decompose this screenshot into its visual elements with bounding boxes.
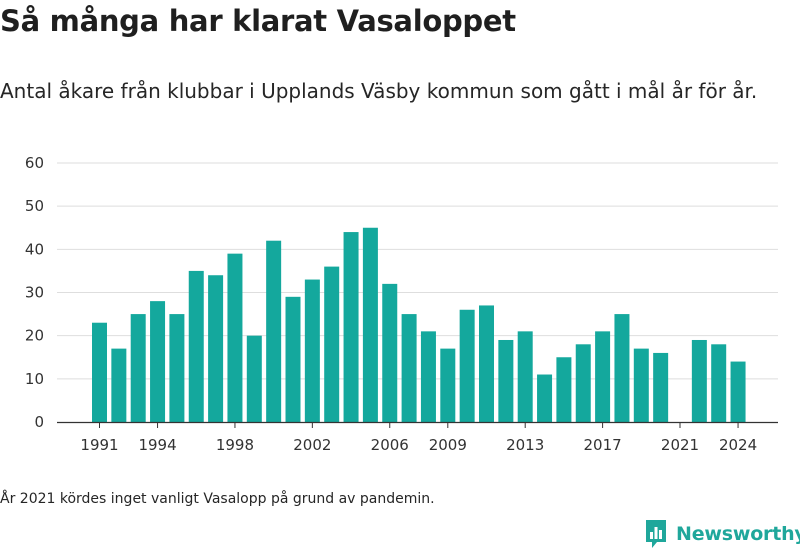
y-tick-label: 40 [25, 240, 44, 258]
x-tick-label: 1994 [138, 436, 176, 454]
bar-2019[interactable] [633, 348, 649, 422]
bar-1999[interactable] [246, 335, 262, 422]
bar-2008[interactable] [420, 331, 436, 422]
bar-2016[interactable] [575, 344, 591, 422]
bar-1995[interactable] [169, 314, 185, 422]
chart-title: Så många har klarat Vasaloppet [0, 4, 516, 38]
x-tick-label: 2009 [429, 436, 467, 454]
bar-2000[interactable] [266, 240, 282, 422]
bar-2010[interactable] [459, 309, 475, 422]
bar-1996[interactable] [188, 270, 204, 422]
x-tick-label: 2002 [293, 436, 331, 454]
x-tick-label: 1998 [216, 436, 254, 454]
y-tick-label: 20 [25, 327, 44, 345]
bar-2020[interactable] [653, 352, 669, 422]
y-tick-labels: 0 10 20 30 40 50 60 [25, 154, 44, 431]
bar-2018[interactable] [614, 314, 630, 422]
bar-2024[interactable] [730, 361, 746, 422]
bar-1991[interactable] [92, 322, 107, 422]
x-tick-label: 2024 [719, 436, 757, 454]
bar-2004[interactable] [343, 232, 359, 422]
chart-subtitle: Antal åkare från klubbar i Upplands Väsb… [0, 79, 758, 103]
bar-2002[interactable] [304, 279, 320, 422]
x-axis [57, 421, 778, 428]
y-tick-label: 0 [34, 413, 44, 431]
bar-1997[interactable] [208, 275, 224, 422]
x-tick-label: 2013 [506, 436, 544, 454]
bars [92, 227, 746, 422]
x-tick-label: 2017 [584, 436, 622, 454]
y-tick-label: 60 [25, 154, 44, 172]
x-tick-label: 2006 [371, 436, 409, 454]
y-tick-label: 30 [25, 284, 44, 302]
bar-1994[interactable] [150, 301, 166, 422]
bar-2023[interactable] [711, 344, 727, 422]
brand-logo[interactable]: Newsworthy [644, 518, 800, 550]
bar-2014[interactable] [537, 374, 553, 422]
bar-2001[interactable] [285, 296, 301, 422]
bar-2013[interactable] [517, 331, 533, 422]
x-tick-label: 1991 [80, 436, 118, 454]
bar-2017[interactable] [595, 331, 611, 422]
bar-1992[interactable] [111, 348, 127, 422]
brand-name: Newsworthy [676, 523, 800, 545]
y-tick-label: 50 [25, 197, 44, 215]
bar-2012[interactable] [498, 339, 514, 422]
y-tick-label: 10 [25, 370, 44, 388]
newsworthy-logo-icon [646, 520, 666, 548]
bar-2005[interactable] [362, 227, 378, 422]
x-tick-labels: 1991 1994 1998 2002 2006 2009 2013 2017 2021 2024 [80, 436, 757, 454]
bar-2015[interactable] [556, 357, 572, 422]
bar-1993[interactable] [130, 314, 146, 422]
bar-2022[interactable] [691, 339, 707, 422]
bar-chart: 0 10 20 30 40 50 60 1991 1994 1998 2002 2006 2009 20… [25, 154, 778, 454]
bar-2009[interactable] [440, 348, 456, 422]
bar-2006[interactable] [382, 283, 398, 422]
bar-2003[interactable] [324, 266, 340, 422]
bar-1998[interactable] [227, 253, 243, 422]
gridlines [57, 162, 778, 380]
bar-2007[interactable] [401, 314, 417, 422]
x-tick-label: 2021 [661, 436, 699, 454]
bar-2011[interactable] [479, 305, 494, 422]
footnote: År 2021 kördes inget vanligt Vasalopp på… [0, 491, 435, 507]
